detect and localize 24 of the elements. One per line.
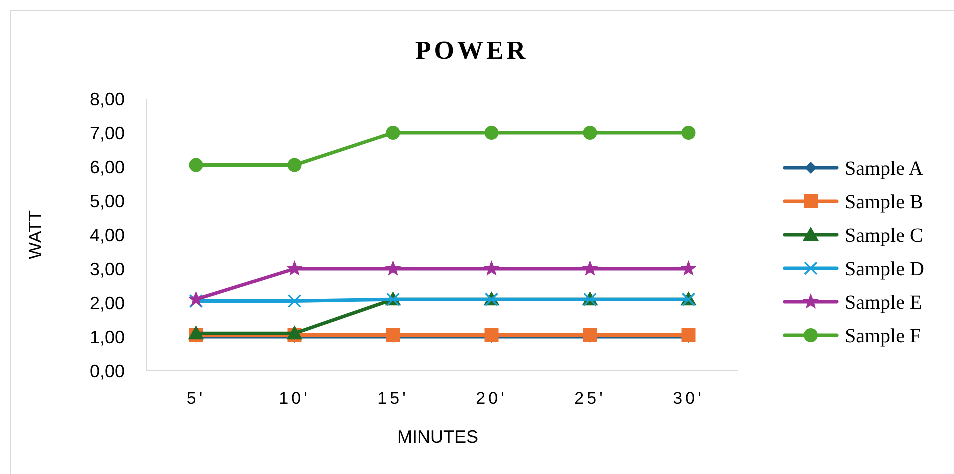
x-tick-label: 30' — [673, 389, 704, 408]
x-axis-title: MINUTES — [398, 427, 478, 447]
legend-label: Sample D — [845, 258, 924, 280]
y-tick-label: 1,00 — [90, 327, 125, 348]
y-tick-label: 5,00 — [90, 191, 125, 212]
x-tick-label: 15' — [378, 389, 409, 408]
legend-label: Sample F — [845, 326, 922, 348]
legend-label: Sample C — [845, 225, 924, 247]
y-tick-label: 2,00 — [90, 293, 125, 314]
legend-label: Sample B — [845, 192, 924, 214]
x-tick-label: 20' — [476, 389, 508, 408]
y-tick-label: 6,00 — [90, 157, 125, 178]
legend-label: Sample A — [845, 158, 924, 180]
y-axis-title: WATT — [25, 210, 46, 260]
x-tick-label: 10' — [279, 389, 310, 408]
x-tick-label: 25' — [574, 389, 606, 408]
y-tick-label: 8,00 — [90, 89, 125, 110]
x-tick-label: 5' — [186, 389, 206, 408]
chart-title: POWER — [415, 36, 529, 65]
y-tick-label: 4,00 — [90, 225, 125, 246]
y-tick-label: 7,00 — [90, 123, 125, 144]
y-tick-label: 3,00 — [90, 259, 125, 280]
legend-label: Sample E — [845, 292, 922, 314]
y-tick-label: 0,00 — [90, 361, 125, 382]
